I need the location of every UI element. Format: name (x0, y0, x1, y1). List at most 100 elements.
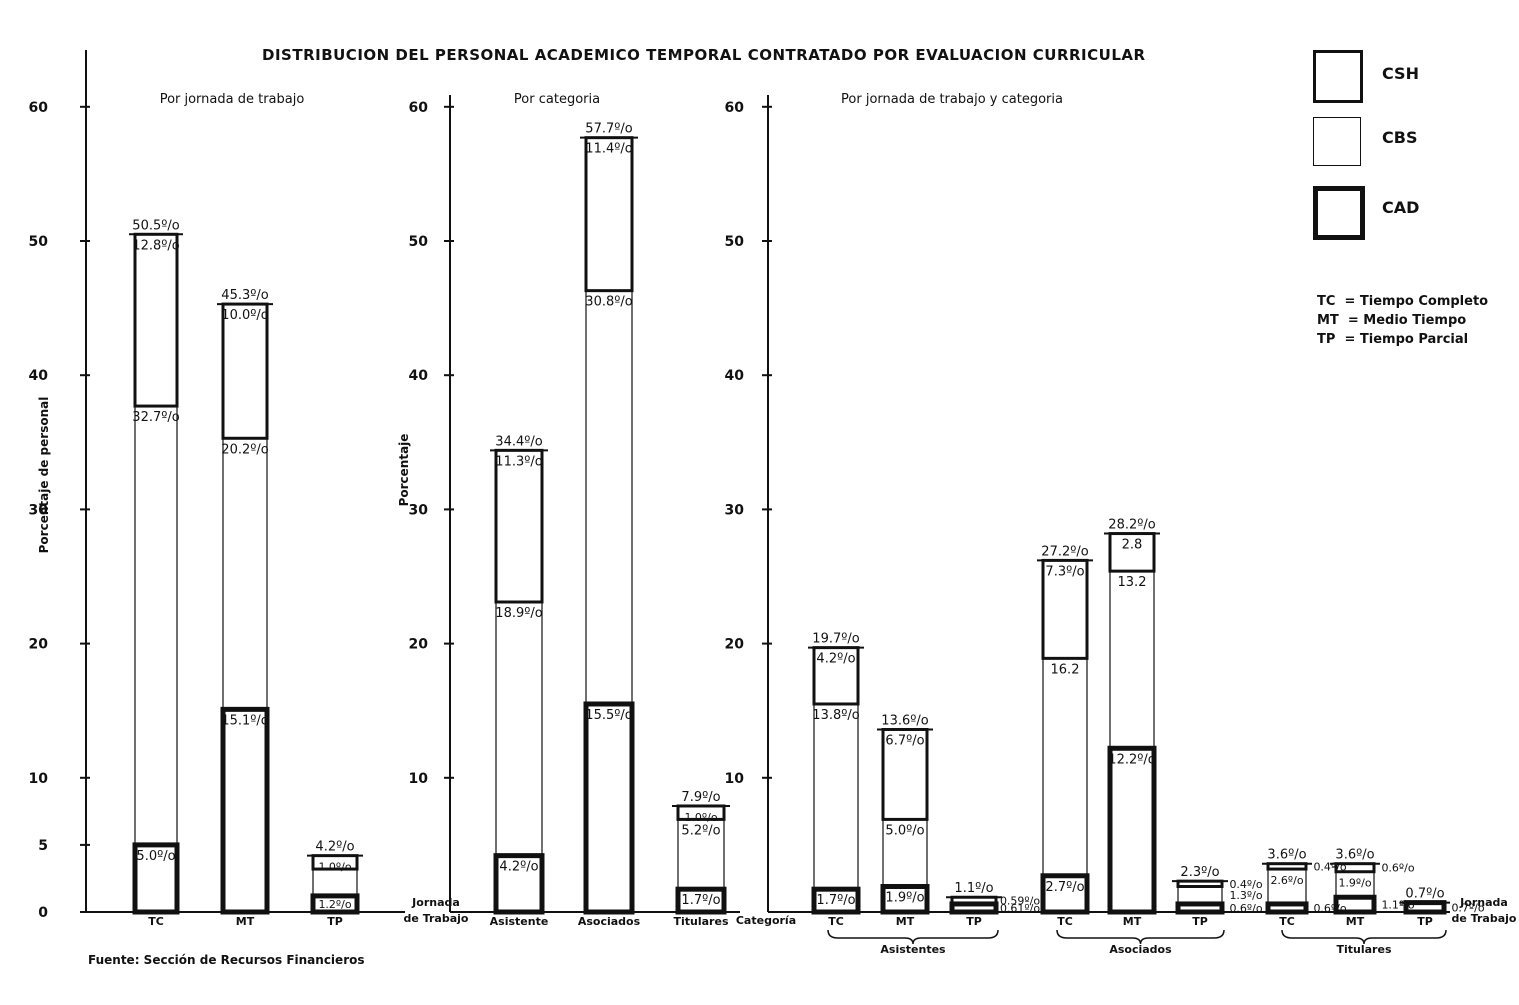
legend-label-cad: CAD (1382, 198, 1420, 217)
panel-3-data-label: 1.7º/o (816, 893, 855, 908)
panel-3-group-brace (1056, 929, 1225, 945)
panel-1-bar-segment-cbs (134, 405, 178, 846)
panel-3-bar-segment-csh (950, 895, 998, 906)
panel-3-group-label: Asistentes (880, 943, 946, 956)
panel-2-data-label: 5.2º/o (681, 823, 720, 838)
abbr-tp: TP = Tiempo Parcial (1317, 332, 1469, 347)
panel-3-bar-segment-cad (1107, 745, 1157, 915)
panel-2-data-label: 1.7º/o (681, 893, 720, 908)
panel-1-data-label: 15.1º/o (221, 713, 268, 728)
panel-3-data-label: 0.6º/o (1229, 902, 1262, 915)
panel-2-ytick-label: 60 (409, 100, 429, 116)
panel-3-xlabel: Jornada (1459, 896, 1508, 909)
abbr-tp-key: TP (1317, 332, 1336, 347)
panel-2-data-label: 18.9º/o (495, 606, 542, 621)
panel-1-ytick-label: 10 (29, 771, 49, 787)
panel-3-data-label: 12.2º/o (1108, 752, 1155, 767)
panel-2-total-label: 57.7º/o (585, 122, 632, 137)
panel-2-ytick-label: 10 (409, 771, 429, 787)
panel-3-total-label: 2.3º/o (1180, 865, 1219, 880)
panel-1-ytick-label: 20 (29, 637, 49, 653)
panel-3-data-label: 0.4º/o (1229, 878, 1262, 891)
panel-3-data-label: 0.7º/o (1451, 901, 1484, 914)
panel-3-data-label: 2.6º/o (1270, 874, 1303, 887)
panel-3-data-label: 5.0º/o (885, 823, 924, 838)
panel-3-data-label: 1.1º/o (1381, 899, 1414, 912)
panel-3-category-label: TC (1057, 915, 1073, 928)
panel-3-bar-segment-cbs (1177, 885, 1223, 905)
abbr-mt-text: Medio Tiempo (1363, 313, 1467, 328)
panel-3-category-label: TC (828, 915, 844, 928)
panel-3-total-label: 3.6º/o (1267, 848, 1306, 863)
panel-1-ylabel: Porcentaje de personal (37, 397, 51, 554)
panel-2-bar-segment-csh (584, 136, 634, 293)
panel-3-ytick-label: 50 (725, 234, 745, 250)
panel-1-total-label: 4.2º/o (315, 840, 354, 855)
panel-3-data-label: 0.61º/o (1000, 902, 1040, 915)
panel-1-ytick-label: 30 (29, 502, 49, 518)
panel-3-data-label: 6.7º/o (885, 733, 924, 748)
panel-3-bar-segment-cad (1175, 901, 1225, 915)
panel-3-category-label: MT (1346, 915, 1365, 928)
source-note: Fuente: Sección de Recursos Financieros (88, 953, 365, 967)
panel-3-total-label: 1.1º/o (954, 881, 993, 896)
panel-1-bar-segment-cbs (222, 437, 268, 710)
panel-2-total-label: 34.4º/o (495, 434, 542, 449)
panel-3-data-label: 7.3º/o (1045, 564, 1084, 579)
panel-1-ytick-label: 5 (38, 838, 48, 854)
panel-1-data-label: 1.0º/o (318, 861, 351, 874)
panel-3-total-label: 27.2º/o (1041, 544, 1088, 559)
abbr-tc-key: TC (1317, 294, 1336, 309)
panel-1-xlabel: de Trabajo (404, 912, 469, 925)
panel-3-xlabel: de Trabajo (1452, 912, 1517, 925)
panel-3-data-label: 0.6º/o (1313, 902, 1346, 915)
panel-3-data-label: 0.6º/o (1381, 862, 1414, 875)
panel-1-data-label: 12.8º/o (132, 238, 179, 253)
panel-2-ytick-label: 40 (409, 368, 429, 384)
panel-3-bar-segment-cbs (1042, 657, 1088, 877)
abbr-mt-key: MT (1317, 313, 1339, 328)
panel-1-bar-segment-csh (221, 302, 269, 440)
legend-swatch-cad (1313, 186, 1365, 240)
axes-layer: 0 5 10 20 30 40 50 60 10 20 30 40 50 60 10 20 30 40 50 60 (29, 50, 1450, 921)
legend-label-cbs: CBS (1382, 128, 1418, 147)
panel-3-total-label: 19.7º/o (812, 632, 859, 647)
panel-3-total-label: 28.2º/o (1108, 518, 1155, 533)
panel-2-title: Por categoria (514, 92, 600, 107)
panel-1-category-label: TP (327, 915, 343, 928)
panel-1-data-label: 1.2º/o (318, 898, 351, 911)
panel-1-ytick-label: 60 (29, 100, 49, 116)
panel-2-bar-segment-cad (583, 701, 635, 915)
panel-3-group-label: Asociados (1109, 943, 1172, 956)
panel-3-ytick-label: 40 (725, 368, 745, 384)
panel-3-ytick-label: 20 (725, 637, 745, 653)
panel-3-data-label: 1.9º/o (885, 891, 924, 906)
abbr-tc: TC = Tiempo Completo (1317, 294, 1489, 309)
panel-1-xlabel: Jornada (411, 896, 460, 909)
panel-3-category-label: TP (1192, 915, 1208, 928)
abbr-mt: MT = Medio Tiempo (1317, 313, 1467, 328)
panel-2-ytick-label: 50 (409, 234, 429, 250)
panel-2-ylabel: Porcentaje (397, 434, 411, 507)
panel-3-ytick-label: 10 (725, 771, 745, 787)
panel-1-data-label: 32.7º/o (132, 410, 179, 425)
panel-2-category-label: Asociados (578, 915, 641, 928)
panel-1-ytick-label: 0 (38, 905, 48, 921)
bars-layer (129, 136, 1450, 915)
panel-3-total-label: 3.6º/o (1335, 848, 1374, 863)
panel-3-data-label: 1.9º/o (1338, 877, 1371, 890)
panel-3-category-label: TP (966, 915, 982, 928)
panel-3-data-label: 2.8 (1122, 538, 1143, 553)
panel-3-category-label: TP (1417, 915, 1433, 928)
panel-1-bar-segment-cad (220, 706, 270, 915)
panel-2-data-label: 1.0º/o (684, 811, 717, 824)
panel-1-data-label: 10.0º/o (221, 308, 268, 323)
panel-1-category-label: TC (148, 915, 164, 928)
panel-3-group-label: Titulares (1337, 943, 1392, 956)
panel-2-total-label: 7.9º/o (681, 790, 720, 805)
panel-2-bar-segment-csh (494, 448, 544, 604)
panel-3-data-label: 2.7º/o (1045, 880, 1084, 895)
panel-3-category-label: MT (1123, 915, 1142, 928)
panel-3-category-label: TC (1279, 915, 1295, 928)
